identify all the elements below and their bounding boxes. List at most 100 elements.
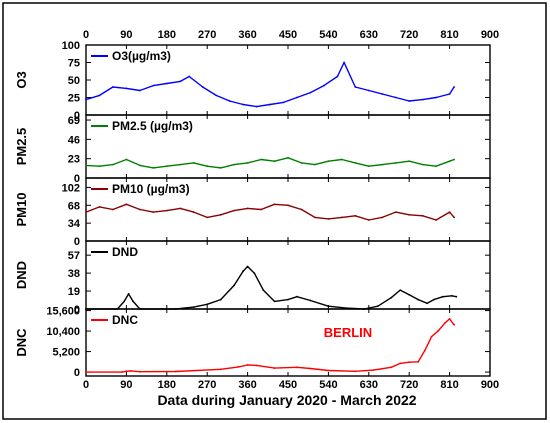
data-point xyxy=(255,364,258,367)
data-point xyxy=(98,165,101,168)
data-point xyxy=(125,87,128,90)
top-x-tick-label: 540 xyxy=(319,29,337,41)
data-point xyxy=(390,296,393,299)
data-point xyxy=(139,164,141,167)
chart-panels: 0 25 50 75 100 O3 O3(µg/m3) 0 23 46 69 PM2.5 PM2.5 (… xyxy=(14,40,491,379)
y-tick-label: 68 xyxy=(68,200,80,212)
data-point xyxy=(269,103,271,106)
y-tick-label: 10,400 xyxy=(46,326,80,338)
data-point xyxy=(242,103,245,106)
data-point xyxy=(309,299,312,302)
data-point xyxy=(341,158,343,161)
data-point xyxy=(417,298,420,301)
top-x-tick-label: 720 xyxy=(400,29,418,41)
legend-label: DNC xyxy=(112,313,138,327)
data-point xyxy=(408,293,411,296)
data-point xyxy=(424,349,426,352)
bottom-x-tick-label: 810 xyxy=(440,379,458,391)
data-point xyxy=(399,362,402,365)
data-point xyxy=(408,361,411,364)
data-point xyxy=(354,162,357,164)
data-point xyxy=(206,303,209,306)
top-x-tick-label: 0 xyxy=(83,29,89,41)
data-point xyxy=(430,335,433,338)
data-point xyxy=(179,163,182,166)
data-point xyxy=(327,369,330,372)
data-point xyxy=(444,321,446,324)
y-axis-label: PM10 xyxy=(14,193,29,227)
data-point xyxy=(85,371,87,373)
y-tick-label: 0 xyxy=(74,173,80,185)
data-point xyxy=(327,160,330,163)
bottom-x-tick-label: 360 xyxy=(238,379,256,391)
data-point xyxy=(417,360,420,363)
y-tick-label: 38 xyxy=(68,268,80,280)
data-point xyxy=(433,298,435,301)
figure-border xyxy=(2,2,547,420)
data-point xyxy=(426,302,429,305)
data-point xyxy=(354,370,357,373)
data-point xyxy=(296,366,298,369)
data-point xyxy=(287,156,289,159)
data-point xyxy=(188,75,191,78)
data-point xyxy=(112,208,114,211)
data-point xyxy=(174,370,177,373)
data-point xyxy=(448,211,451,214)
data-point xyxy=(246,364,249,366)
data-point xyxy=(237,366,240,368)
legend-label: DND xyxy=(112,245,138,259)
data-point xyxy=(367,89,370,92)
data-point xyxy=(192,162,195,164)
data-point xyxy=(219,298,222,301)
data-point xyxy=(179,207,182,210)
data-point xyxy=(453,323,455,326)
data-point xyxy=(376,305,379,308)
data-point xyxy=(453,216,455,219)
data-point xyxy=(327,305,330,308)
data-point xyxy=(165,165,168,168)
bottom-x-tick-label: 720 xyxy=(400,379,418,391)
data-point xyxy=(437,329,440,332)
top-x-tick-label: 810 xyxy=(440,29,458,41)
data-point xyxy=(408,213,411,216)
data-point xyxy=(206,165,209,168)
y-tick-label: 0 xyxy=(74,304,80,316)
data-point xyxy=(354,214,357,217)
data-point xyxy=(314,163,316,166)
data-point xyxy=(448,318,451,320)
data-point xyxy=(453,86,455,88)
data-point xyxy=(192,211,195,214)
data-point xyxy=(309,367,312,370)
data-point xyxy=(367,219,370,221)
data-point xyxy=(314,216,316,219)
data-point xyxy=(165,209,168,212)
data-point xyxy=(112,163,114,166)
y-axis-label: O3 xyxy=(14,71,29,88)
data-point xyxy=(408,100,411,102)
panel-pm25: 0 23 46 69 PM2.5 PM2.5 (µg/m3) xyxy=(14,114,491,185)
data-point xyxy=(287,204,289,207)
data-point xyxy=(442,295,444,298)
y-tick-label: 25 xyxy=(68,93,80,105)
data-point xyxy=(152,211,155,214)
panel-dnc: 0 5,200 10,400 15,600 DNC DNC xyxy=(14,306,491,379)
bottom-x-tick-label: 90 xyxy=(120,379,132,391)
data-point xyxy=(300,208,303,211)
y-tick-label: 57 xyxy=(68,250,80,262)
data-point xyxy=(390,366,393,369)
data-point xyxy=(323,84,325,87)
y-tick-label: 100 xyxy=(62,40,80,52)
data-point xyxy=(450,294,453,297)
data-point xyxy=(246,265,249,268)
data-point xyxy=(309,91,312,94)
data-point xyxy=(152,167,155,169)
y-axis-label: PM2.5 xyxy=(14,128,29,166)
x-axis-label: Data during January 2020 - March 2022 xyxy=(157,392,416,408)
data-point xyxy=(233,163,236,166)
data-point xyxy=(139,370,141,373)
data-point xyxy=(255,105,258,108)
data-point xyxy=(219,368,222,371)
data-point xyxy=(394,162,397,164)
data-point xyxy=(125,370,128,373)
